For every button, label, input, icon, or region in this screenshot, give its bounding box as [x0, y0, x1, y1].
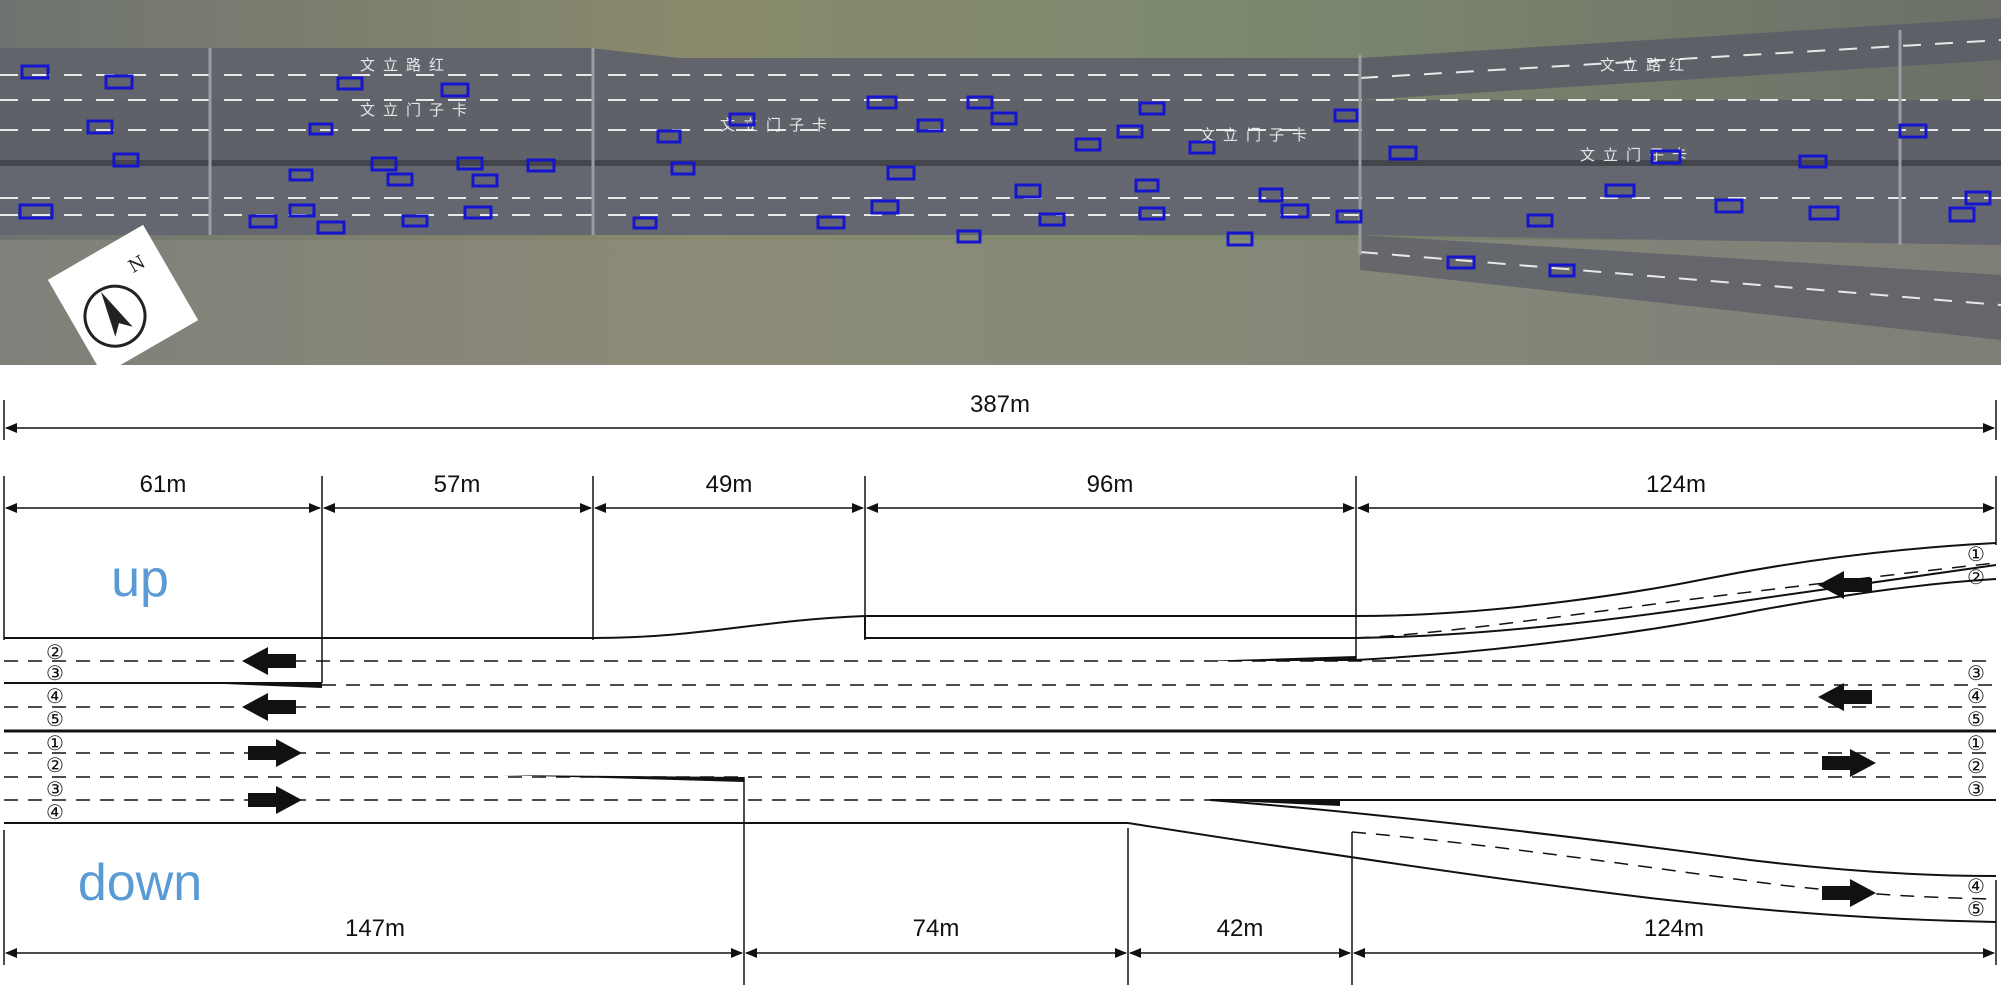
svg-text:文立路红: 文立路红	[360, 56, 452, 74]
dimension-bottom-1: 147m	[345, 915, 405, 942]
dimension-total: 387m	[3, 391, 1997, 440]
road-down-ramp	[1360, 235, 2001, 340]
lane-label: ③	[1967, 777, 1985, 801]
arrow-right-icon	[1822, 749, 1876, 777]
photo-road-markings: 文立路红 文立门子卡 文立门子卡 文立门子卡 文立门子卡 文立路红	[360, 56, 1695, 164]
up-roadway	[4, 542, 1997, 733]
lane-label: ④	[46, 684, 64, 708]
down-gore-marking-left	[500, 775, 744, 782]
dimension-top-1: 61m	[140, 471, 187, 498]
lane-labels: ② ③ ④ ⑤ ① ② ③ ④ ① ② ③ ④ ⑤ ① ② ③ ④ ⑤	[46, 542, 1985, 921]
dimension-total-label: 387m	[970, 391, 1030, 418]
svg-text:文立路红: 文立路红	[1600, 56, 1692, 74]
vehicle-boxes	[18, 64, 1992, 278]
down-roadway	[4, 752, 1997, 985]
down-ramp-outer-edge	[1127, 822, 1997, 923]
road-median	[0, 160, 2001, 166]
up-added-lane-edge	[864, 564, 1997, 639]
down-gore-marking-right	[1210, 800, 1340, 806]
arrow-left-icon	[1818, 571, 1872, 599]
lane-label: ⑤	[1967, 707, 1985, 731]
down-ramp-divider	[1351, 831, 1997, 900]
arrow-right-icon	[1822, 879, 1876, 907]
down-ramp-inner-edge	[1209, 799, 1997, 877]
svg-text:文立门子卡: 文立门子卡	[720, 116, 835, 134]
arrow-right-icon	[248, 786, 302, 814]
direction-label-up: up	[111, 550, 169, 608]
svg-text:文立门子卡: 文立门子卡	[1580, 146, 1695, 164]
lane-label: ⑤	[1967, 897, 1985, 921]
lane-label: ②	[1967, 565, 1985, 589]
lane-label: ②	[1967, 754, 1985, 778]
lane-label: ③	[46, 661, 64, 685]
up-gore-marking-right	[1200, 656, 1356, 661]
dimension-top-2: 57m	[434, 471, 481, 498]
dimension-bottom-2: 74m	[913, 915, 960, 942]
lane-schematic: 387m 61m 57m 49m 96m 124m up down	[3, 391, 1997, 985]
dimension-top-5: 124m	[1646, 471, 1706, 498]
lane-label: ①	[46, 731, 64, 755]
dimension-bottom-3: 42m	[1217, 915, 1264, 942]
dimension-bottom-4: 124m	[1644, 915, 1704, 942]
dimension-top-4: 96m	[1087, 471, 1134, 498]
lane-label: ④	[1967, 874, 1985, 898]
dimension-top-3: 49m	[706, 471, 753, 498]
lane-label: ①	[1967, 731, 1985, 755]
compass-needle-icon	[101, 291, 133, 337]
compass-background	[47, 224, 199, 365]
up-ramp-inner-edge	[1355, 578, 1997, 661]
up-ramp-divider	[1355, 562, 1997, 639]
compass: N	[47, 224, 199, 365]
aerial-photo: 文立路红 文立门子卡 文立门子卡 文立门子卡 文立门子卡 文立路红	[0, 0, 2001, 365]
dimension-bottom-segments	[3, 828, 1997, 985]
arrow-left-icon	[242, 647, 296, 675]
road-down-mainline	[0, 166, 2001, 245]
direction-arrows	[242, 571, 1876, 907]
lane-label: ①	[1967, 542, 1985, 566]
arrow-left-icon	[242, 693, 296, 721]
lane-label: ④	[46, 800, 64, 824]
lane-label: ②	[46, 640, 64, 664]
dimension-top-segments	[3, 476, 1997, 683]
photo-lane-lines	[0, 39, 2001, 306]
up-gore-marking-left	[200, 683, 322, 688]
lane-label: ③	[1967, 661, 1985, 685]
svg-text:文立门子卡: 文立门子卡	[1200, 126, 1315, 144]
lane-label: ②	[46, 753, 64, 777]
arrow-left-icon	[1818, 683, 1872, 711]
arrow-right-icon	[248, 739, 302, 767]
lane-label: ⑤	[46, 707, 64, 731]
compass-ring	[83, 284, 147, 348]
svg-text:文立门子卡: 文立门子卡	[360, 101, 475, 119]
lane-label: ④	[1967, 684, 1985, 708]
direction-label-down: down	[78, 854, 202, 912]
lane-label: ③	[46, 777, 64, 801]
up-outer-edge	[4, 542, 1997, 639]
